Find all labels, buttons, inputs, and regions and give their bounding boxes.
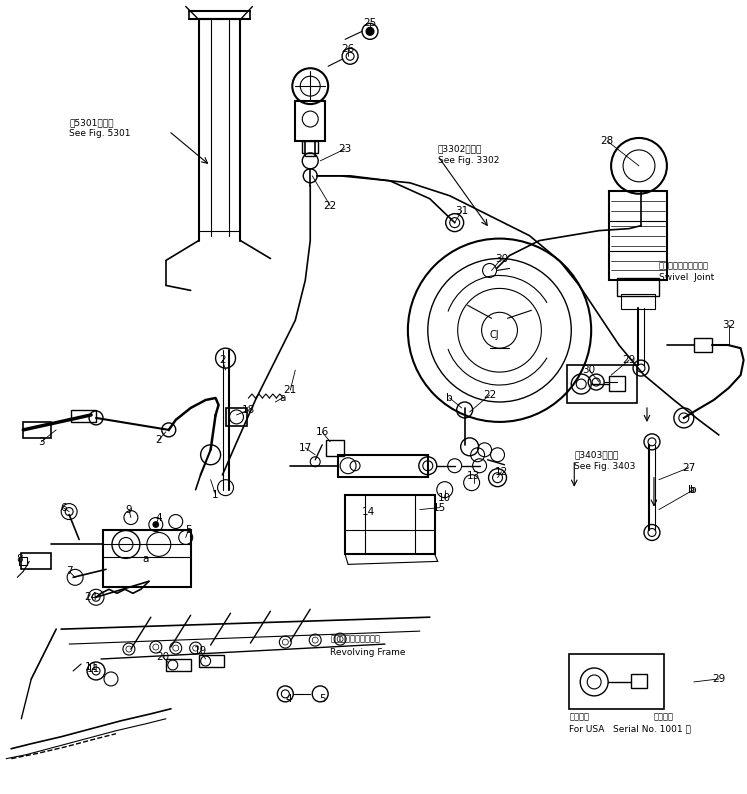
Bar	[226, 408, 247, 426]
Circle shape	[153, 522, 159, 527]
Text: 24: 24	[84, 592, 98, 603]
Bar	[19, 557, 28, 565]
Text: 6: 6	[60, 503, 66, 513]
Text: ＵＳＡ用: ＵＳＡ用	[569, 712, 589, 721]
Text: See Fig. 3302: See Fig. 3302	[438, 156, 499, 165]
Text: 適用号機: 適用号機	[654, 712, 674, 721]
Text: 19: 19	[194, 646, 207, 656]
Text: 4: 4	[285, 694, 291, 703]
Text: 18: 18	[242, 405, 255, 415]
Text: 3: 3	[38, 437, 45, 447]
Text: 11: 11	[84, 662, 98, 672]
Text: 第3302図参照: 第3302図参照	[438, 145, 482, 153]
Text: CJ: CJ	[490, 330, 499, 341]
Bar	[617, 279, 659, 296]
Text: 16: 16	[315, 427, 329, 437]
Text: 31: 31	[455, 206, 468, 216]
Bar	[345, 495, 435, 554]
Text: 14: 14	[362, 507, 375, 517]
Text: 8: 8	[16, 554, 22, 565]
Text: ースイベルジョイント: ースイベルジョイント	[659, 261, 709, 270]
Text: a: a	[143, 554, 149, 565]
Text: 12: 12	[495, 467, 508, 476]
Text: See Fig. 3403: See Fig. 3403	[574, 462, 636, 472]
Bar	[166, 659, 190, 671]
Text: 2: 2	[155, 435, 162, 445]
Text: 13: 13	[467, 471, 480, 480]
Text: 10: 10	[438, 492, 451, 503]
Text: 29: 29	[712, 674, 725, 684]
Text: Swivel  Joint: Swivel Joint	[659, 273, 714, 282]
Text: 23: 23	[338, 144, 352, 154]
Bar	[694, 338, 712, 353]
Bar	[631, 674, 647, 688]
Text: 第5301図参照: 第5301図参照	[69, 118, 114, 128]
Text: 5: 5	[319, 694, 326, 703]
Text: 17: 17	[299, 443, 312, 453]
Text: 28: 28	[601, 136, 614, 146]
Text: 15: 15	[433, 503, 447, 513]
Text: 22: 22	[483, 390, 496, 400]
Text: 1: 1	[212, 490, 219, 499]
Text: 11: 11	[87, 664, 99, 674]
Text: 30: 30	[583, 365, 596, 375]
Text: 25: 25	[363, 18, 376, 29]
Text: 26: 26	[341, 44, 355, 54]
Text: 20: 20	[156, 652, 170, 662]
Text: 4: 4	[155, 513, 162, 522]
Text: 21: 21	[284, 385, 297, 395]
Text: b: b	[688, 484, 695, 495]
Text: See Fig. 5301: See Fig. 5301	[69, 129, 131, 138]
Text: レボルビングフレーム: レボルビングフレーム	[330, 634, 380, 644]
Bar	[303, 141, 318, 153]
Text: 第3403図参照: 第3403図参照	[574, 450, 619, 459]
Text: b: b	[447, 393, 453, 403]
Bar	[22, 553, 52, 569]
Bar	[23, 422, 52, 437]
Bar	[71, 410, 96, 422]
Bar	[295, 101, 325, 141]
Text: 22: 22	[323, 201, 337, 210]
Bar	[609, 376, 625, 391]
Text: Revolving Frame: Revolving Frame	[330, 648, 406, 657]
Text: 32: 32	[722, 320, 735, 330]
Text: 30: 30	[495, 253, 508, 264]
Bar	[569, 654, 664, 709]
Bar	[338, 455, 428, 476]
Bar	[609, 191, 667, 280]
Text: 27: 27	[682, 463, 695, 472]
Text: b: b	[690, 484, 697, 495]
Bar	[199, 655, 223, 667]
Bar	[326, 440, 344, 456]
Text: 29: 29	[622, 355, 636, 365]
Text: 7: 7	[66, 566, 72, 576]
Bar	[567, 365, 637, 403]
Text: 2: 2	[220, 355, 226, 365]
Text: 9: 9	[125, 504, 132, 515]
Text: a: a	[279, 393, 285, 403]
Bar	[621, 295, 655, 310]
Circle shape	[366, 27, 374, 36]
Bar	[103, 530, 190, 588]
Text: For USA   Serial No. 1001 ～: For USA Serial No. 1001 ～	[569, 724, 691, 734]
Text: 5: 5	[185, 525, 192, 534]
